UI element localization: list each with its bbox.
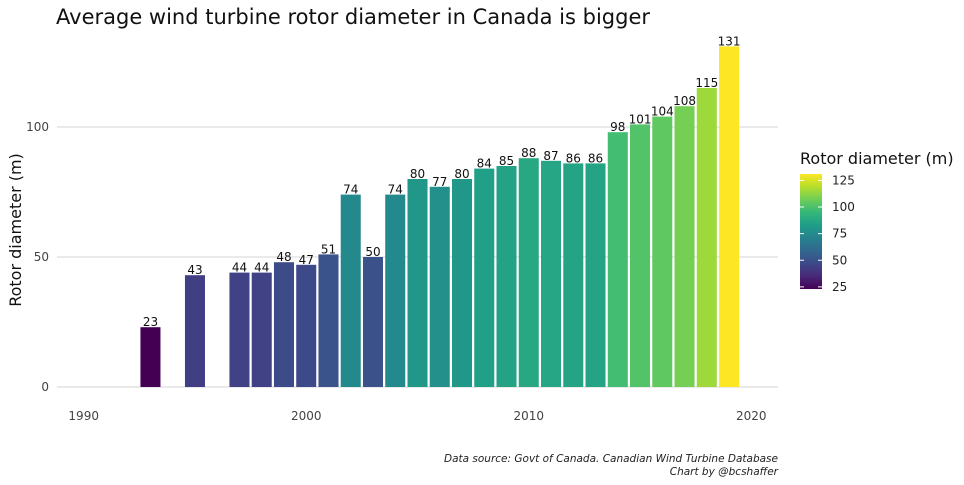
- bar: [296, 264, 317, 387]
- legend-tick-label: 50: [832, 253, 847, 267]
- bar: [451, 179, 473, 387]
- bar: [474, 168, 495, 387]
- x-tick-label: 1990: [68, 409, 99, 423]
- bar-value-label: 44: [232, 261, 247, 275]
- bar: [184, 275, 205, 387]
- bar: [251, 272, 272, 387]
- bar: [273, 262, 294, 387]
- legend: Rotor diameter (m) 125 100 75 50 25: [800, 149, 954, 294]
- bar-value-label: 86: [588, 151, 603, 165]
- bar: [518, 158, 539, 387]
- bar: [340, 194, 361, 387]
- bar: [607, 132, 628, 387]
- bar-value-label: 51: [321, 242, 336, 256]
- caption-source: Data source: Govt of Canada. Canadian Wi…: [444, 453, 778, 465]
- bar: [541, 160, 562, 387]
- bar: [496, 166, 517, 387]
- bar-value-label: 108: [673, 94, 696, 108]
- bar-value-label: 48: [276, 250, 291, 264]
- bar: [696, 88, 717, 387]
- bar: [585, 163, 606, 387]
- bar-value-label: 47: [299, 253, 314, 267]
- bar: [362, 257, 384, 387]
- bar-labels: 23 43 44 44 48 47 51 74 50 74 80 77 80 84 85 88 87 86 86 98…: [143, 34, 741, 329]
- y-tick-label: 100: [26, 120, 49, 134]
- bar-value-label: 101: [629, 112, 652, 126]
- bar-value-label: 115: [695, 76, 718, 90]
- y-axis-title: Rotor diameter (m): [6, 153, 25, 307]
- legend-title: Rotor diameter (m): [800, 149, 954, 168]
- bar: [630, 124, 651, 388]
- legend-tick-label: 100: [832, 200, 855, 214]
- bar: [140, 327, 161, 387]
- bar-value-label: 84: [477, 157, 492, 171]
- bar-value-label: 131: [718, 34, 741, 48]
- x-tick-label: 2020: [736, 409, 767, 423]
- bars: [140, 46, 740, 388]
- bar-value-label: 88: [521, 146, 536, 160]
- bar: [674, 106, 695, 387]
- bar-value-label: 23: [143, 315, 158, 329]
- chart-title: Average wind turbine rotor diameter in C…: [56, 5, 650, 29]
- legend-ticks: 125 100 75 50 25: [800, 173, 855, 294]
- bar-value-label: 44: [254, 261, 269, 275]
- bar: [429, 186, 450, 387]
- bar-value-label: 104: [651, 105, 674, 119]
- bar-value-label: 87: [543, 149, 558, 163]
- bar-value-label: 74: [388, 183, 403, 197]
- bar: [229, 272, 250, 387]
- bar: [318, 254, 339, 387]
- bar-value-label: 43: [187, 263, 202, 277]
- bar-value-label: 74: [343, 183, 358, 197]
- bar-value-label: 86: [566, 151, 581, 165]
- bar: [652, 116, 673, 387]
- bar-value-label: 80: [454, 167, 469, 181]
- legend-tick-label: 25: [832, 280, 847, 294]
- y-tick-label: 0: [41, 380, 49, 394]
- bar: [385, 194, 406, 387]
- bar: [719, 46, 740, 388]
- x-tick-label: 2010: [513, 409, 544, 423]
- x-tick-label: 2000: [291, 409, 322, 423]
- bar-value-label: 85: [499, 154, 514, 168]
- legend-colorbar: [800, 174, 822, 289]
- y-tick-label: 50: [34, 250, 49, 264]
- bar-value-label: 77: [432, 175, 447, 189]
- legend-tick-label: 125: [832, 173, 855, 187]
- caption-credit: Chart by @bcshaffer: [670, 466, 779, 478]
- x-axis-ticks: 1990 2000 2010 2020: [68, 409, 766, 423]
- bar-value-label: 98: [610, 120, 625, 134]
- y-axis-ticks: 0 50 100: [26, 120, 49, 394]
- bar: [563, 163, 584, 387]
- bar: [407, 179, 428, 387]
- bar-value-label: 50: [365, 245, 380, 259]
- legend-tick-label: 75: [832, 227, 847, 241]
- bar-value-label: 80: [410, 167, 425, 181]
